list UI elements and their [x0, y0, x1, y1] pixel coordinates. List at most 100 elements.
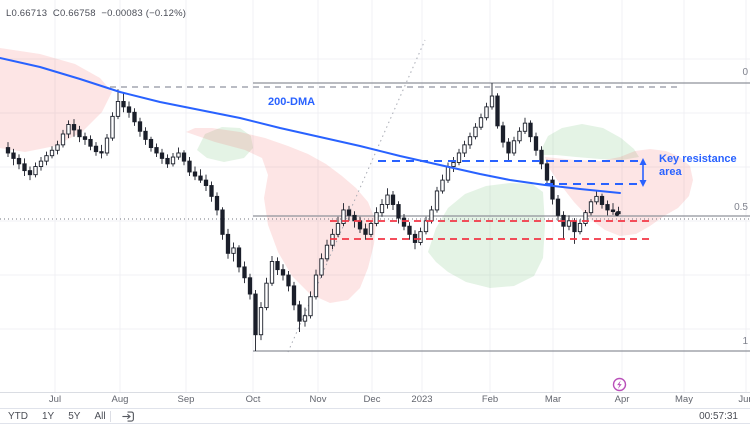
range-button-5y[interactable]: 5Y: [68, 410, 81, 422]
candle-body: [253, 293, 258, 336]
candle-body: [11, 152, 16, 159]
candle-body: [385, 194, 390, 205]
arrow-head-up: [639, 158, 647, 165]
candle-body: [445, 166, 451, 181]
candle-body: [132, 111, 137, 123]
go-to-date-button[interactable]: [121, 409, 136, 424]
candle-body: [544, 163, 550, 181]
candle-body: [71, 124, 77, 131]
candle-body: [159, 152, 165, 159]
candle-body: [5, 147, 11, 154]
candle-body: [489, 95, 495, 108]
candle-body: [137, 121, 143, 132]
candle-body: [429, 209, 434, 222]
candle-body: [599, 195, 605, 205]
toolbar-divider: [109, 410, 111, 422]
range-selector: YTD 1Y 5Y All: [8, 411, 106, 422]
candle-body: [220, 209, 225, 235]
candle-body: [506, 141, 511, 154]
candle-body: [99, 151, 104, 154]
candle-body: [60, 133, 66, 146]
ichimoku-cloud-bearish: [0, 48, 112, 152]
candle-body: [44, 155, 49, 162]
candle-body: [555, 198, 561, 216]
candle-body: [203, 179, 209, 186]
candle-body: [451, 162, 456, 167]
candle-body: [363, 228, 368, 235]
candle-body: [588, 201, 594, 214]
candle-body: [176, 152, 181, 158]
candle-body: [341, 209, 346, 224]
candle-body: [566, 220, 572, 227]
candle-body: [473, 126, 478, 138]
session-countdown-timer: 00:57:31: [699, 410, 738, 422]
candle-body: [401, 217, 407, 227]
candle-body: [269, 261, 275, 284]
candle-body: [550, 179, 555, 200]
candle-body: [313, 274, 319, 298]
candle-body: [511, 140, 517, 154]
candle-body: [286, 274, 291, 287]
candle-body: [374, 212, 379, 224]
x-axis-label-sep: Sep: [177, 394, 195, 405]
ichimoku-cloud-bullish: [540, 124, 639, 160]
candle-body: [291, 285, 297, 306]
candle-body: [115, 100, 121, 117]
candle-body: [302, 315, 308, 322]
candle-body: [82, 136, 88, 140]
candle-body: [495, 95, 500, 127]
candle-body: [346, 209, 352, 216]
ichimoku-cloud-bullish: [428, 183, 545, 288]
candle-body: [297, 304, 302, 322]
candle-body: [456, 152, 462, 163]
candle-body: [539, 149, 544, 165]
candle-body: [280, 269, 286, 276]
candle-body: [104, 137, 110, 154]
x-axis-label-aug: Aug: [111, 394, 129, 405]
candlestick-chart[interactable]: [0, 0, 750, 392]
axis-separator: [0, 392, 750, 393]
candle-body: [247, 277, 253, 295]
range-button-all[interactable]: All: [94, 410, 106, 422]
x-axis-label-apr: Apr: [614, 394, 630, 405]
candle-body: [121, 100, 126, 108]
x-axis[interactable]: Jul Aug Sep Oct Nov Dec 2023 Feb Mar Apr May Jun: [0, 394, 750, 408]
go-to-date-icon: [122, 410, 134, 422]
candle-body: [88, 138, 93, 147]
event-marker-icon[interactable]: [612, 377, 627, 392]
arrow-head-down: [639, 180, 647, 187]
x-axis-label-mar: Mar: [544, 394, 562, 405]
x-axis-label-2023: 2023: [411, 394, 433, 405]
candle-body: [66, 124, 71, 135]
candle-body: [110, 115, 115, 139]
candle-body: [16, 157, 22, 165]
candle-body: [209, 185, 214, 197]
candle-body: [605, 204, 610, 211]
candle-body: [610, 209, 616, 213]
candle-body: [308, 296, 313, 317]
candle-body: [390, 194, 396, 205]
candle-body: [143, 130, 148, 140]
candle-body: [528, 122, 533, 138]
candle-body: [594, 195, 599, 203]
x-axis-label-may: May: [675, 394, 693, 405]
x-axis-label-feb: Feb: [481, 394, 499, 405]
candle-body: [517, 130, 522, 142]
ichimoku-cloud-bullish: [197, 127, 253, 162]
range-button-1y[interactable]: 1Y: [42, 410, 55, 422]
fib-trendline[interactable]: [287, 39, 426, 353]
candle-body: [440, 179, 445, 192]
candle-body: [418, 231, 423, 243]
range-button-ytd[interactable]: YTD: [8, 410, 28, 422]
candle-body: [319, 258, 324, 276]
candle-body: [434, 190, 440, 211]
candle-body: [242, 266, 247, 279]
candle-body: [55, 144, 60, 151]
candle-body: [583, 212, 588, 224]
candle-body: [500, 125, 506, 143]
candle-body: [335, 223, 341, 235]
candle-body: [214, 195, 220, 211]
ma-200-line[interactable]: [0, 57, 621, 194]
candle-body: [423, 220, 429, 233]
x-axis-label-jul: Jul: [48, 394, 62, 405]
